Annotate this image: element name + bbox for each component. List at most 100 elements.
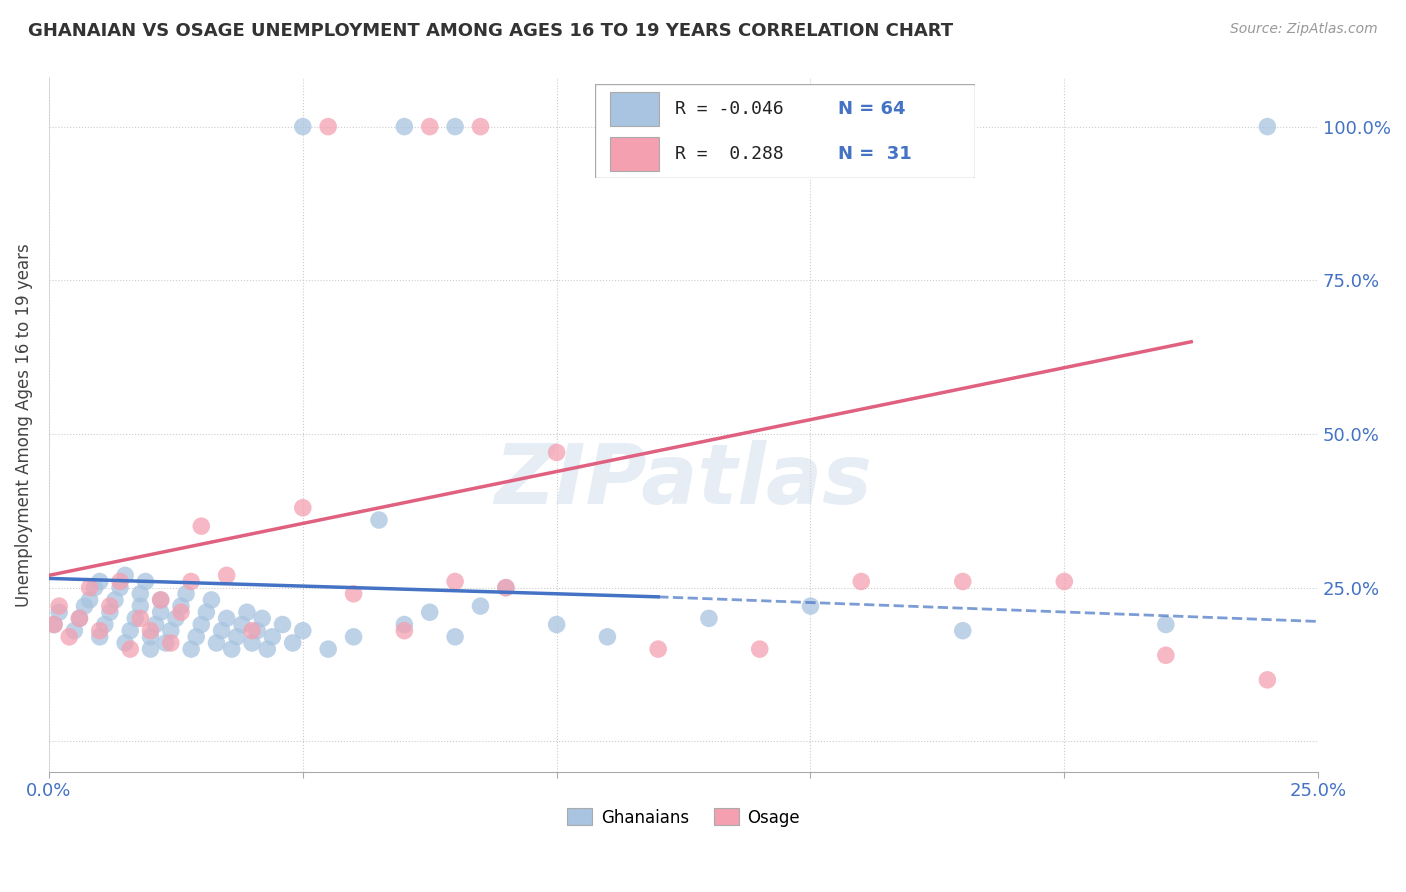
- Point: [73, 599, 96, 613]
- Point: [114, 568, 136, 582]
- Legend: Ghanaians, Osage: Ghanaians, Osage: [561, 802, 807, 833]
- Point: [262, 630, 284, 644]
- Point: [174, 587, 197, 601]
- Point: [470, 120, 492, 134]
- Point: [83, 581, 105, 595]
- Point: [1256, 120, 1278, 134]
- Point: [231, 617, 253, 632]
- Point: [215, 611, 238, 625]
- Point: [139, 624, 162, 638]
- Point: [129, 611, 152, 625]
- Point: [419, 605, 441, 619]
- Point: [799, 599, 821, 613]
- Point: [139, 642, 162, 657]
- Point: [63, 624, 86, 638]
- Point: [94, 617, 117, 632]
- Point: [1256, 673, 1278, 687]
- Point: [240, 624, 263, 638]
- Point: [495, 581, 517, 595]
- Point: [291, 624, 314, 638]
- Point: [394, 624, 416, 638]
- Point: [697, 120, 720, 134]
- Point: [155, 636, 177, 650]
- Point: [221, 642, 243, 657]
- Point: [42, 617, 65, 632]
- Point: [195, 605, 218, 619]
- Text: ZIPatlas: ZIPatlas: [495, 440, 873, 521]
- Point: [114, 636, 136, 650]
- Point: [104, 593, 127, 607]
- Point: [149, 605, 172, 619]
- Point: [48, 605, 70, 619]
- Point: [89, 574, 111, 589]
- Point: [444, 120, 467, 134]
- Point: [48, 599, 70, 613]
- Point: [394, 617, 416, 632]
- Point: [89, 624, 111, 638]
- Point: [647, 642, 669, 657]
- Point: [159, 624, 181, 638]
- Point: [250, 611, 273, 625]
- Point: [180, 642, 202, 657]
- Point: [190, 519, 212, 533]
- Point: [291, 120, 314, 134]
- Point: [165, 611, 187, 625]
- Point: [200, 593, 222, 607]
- Point: [596, 630, 619, 644]
- Point: [256, 642, 278, 657]
- Point: [444, 630, 467, 644]
- Point: [98, 599, 121, 613]
- Point: [723, 120, 745, 134]
- Point: [42, 617, 65, 632]
- Point: [170, 599, 193, 613]
- Point: [952, 624, 974, 638]
- Point: [139, 630, 162, 644]
- Point: [748, 642, 770, 657]
- Point: [444, 574, 467, 589]
- Point: [1154, 617, 1177, 632]
- Point: [120, 642, 142, 657]
- Point: [240, 636, 263, 650]
- Point: [67, 611, 90, 625]
- Point: [271, 617, 294, 632]
- Point: [67, 611, 90, 625]
- Point: [773, 120, 796, 134]
- Point: [124, 611, 146, 625]
- Point: [851, 574, 873, 589]
- Point: [170, 605, 193, 619]
- Point: [291, 500, 314, 515]
- Point: [186, 630, 208, 644]
- Text: Source: ZipAtlas.com: Source: ZipAtlas.com: [1230, 22, 1378, 37]
- Point: [159, 636, 181, 650]
- Text: GHANAIAN VS OSAGE UNEMPLOYMENT AMONG AGES 16 TO 19 YEARS CORRELATION CHART: GHANAIAN VS OSAGE UNEMPLOYMENT AMONG AGE…: [28, 22, 953, 40]
- Point: [773, 120, 796, 134]
- Point: [1154, 648, 1177, 663]
- Y-axis label: Unemployment Among Ages 16 to 19 years: Unemployment Among Ages 16 to 19 years: [15, 243, 32, 607]
- Point: [697, 611, 720, 625]
- Point: [225, 630, 247, 644]
- Point: [108, 581, 131, 595]
- Point: [470, 599, 492, 613]
- Point: [180, 574, 202, 589]
- Point: [98, 605, 121, 619]
- Point: [1053, 574, 1076, 589]
- Point: [281, 636, 304, 650]
- Point: [419, 120, 441, 134]
- Point: [79, 581, 101, 595]
- Point: [149, 593, 172, 607]
- Point: [58, 630, 80, 644]
- Point: [145, 617, 167, 632]
- Point: [316, 642, 339, 657]
- Point: [205, 636, 228, 650]
- Point: [246, 624, 269, 638]
- Point: [120, 624, 142, 638]
- Point: [211, 624, 233, 638]
- Point: [129, 587, 152, 601]
- Point: [215, 568, 238, 582]
- Point: [149, 593, 172, 607]
- Point: [952, 574, 974, 589]
- Point: [108, 574, 131, 589]
- Point: [546, 445, 568, 459]
- Point: [89, 630, 111, 644]
- Point: [394, 120, 416, 134]
